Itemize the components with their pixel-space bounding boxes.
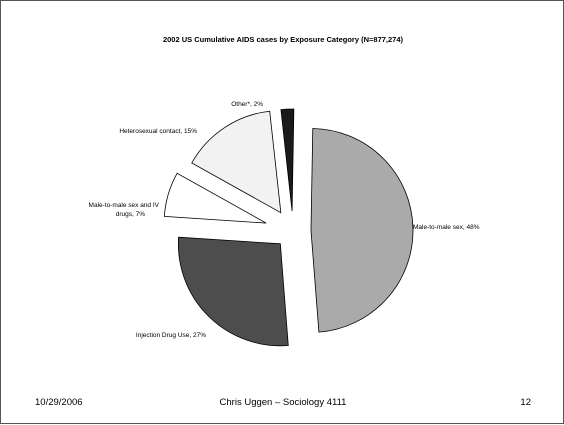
pie-slice-2	[177, 236, 289, 347]
pie-slice-3	[163, 172, 267, 224]
pie-slice-5	[280, 108, 295, 212]
slide-number: 12	[520, 397, 531, 408]
pie-slice-1	[310, 128, 414, 333]
pie-slice-4	[191, 110, 282, 214]
slice-label-5: Other*, 2%	[231, 101, 263, 108]
slice-label-1: Male-to-male sex, 48%	[413, 224, 480, 231]
slice-label-2: Injection Drug Use, 27%	[136, 332, 206, 339]
footer-author: Chris Uggen – Sociology 4111	[219, 397, 347, 408]
slice-label-4: Heterosexual contact, 15%	[119, 128, 197, 135]
footer-date: 10/29/2006	[35, 397, 83, 408]
slice-label-3: Male-to-male sex and IV drugs, 7%	[89, 202, 160, 218]
chart-title: 2002 US Cumulative AIDS cases by Exposur…	[162, 35, 404, 44]
